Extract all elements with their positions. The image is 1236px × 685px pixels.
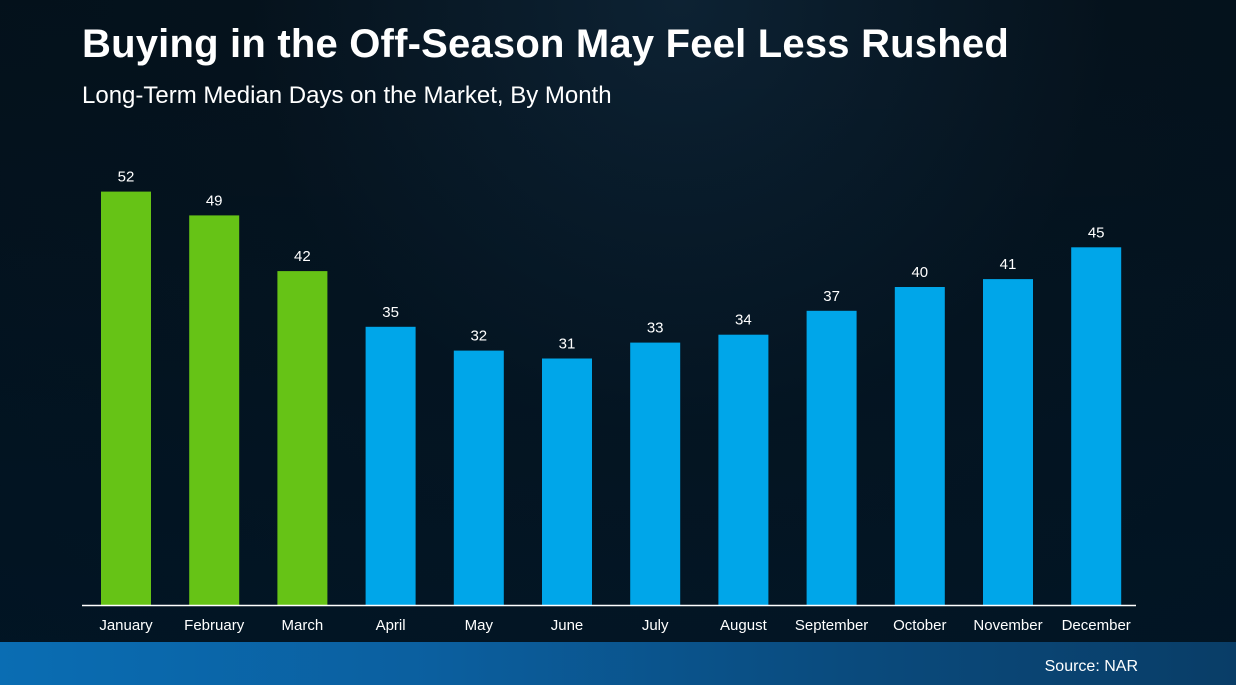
bar-november: [983, 279, 1033, 605]
bar-august: [718, 334, 769, 605]
bar-february: [189, 215, 240, 605]
value-label-december: 45: [1088, 224, 1105, 241]
footer-bar: Source: NAR: [0, 642, 1236, 685]
value-label-march: 42: [294, 248, 311, 265]
category-label-august: August: [720, 617, 768, 634]
value-label-may: 32: [470, 328, 487, 345]
bar-january: [101, 191, 151, 605]
category-label-july: July: [642, 617, 669, 634]
category-label-june: June: [551, 617, 584, 634]
category-label-october: October: [893, 617, 946, 634]
category-label-may: May: [465, 617, 494, 634]
bar-april: [365, 326, 416, 606]
category-labels-layer: January February March April May June July Augu…: [99, 617, 1130, 634]
bar-october: [894, 287, 945, 605]
category-label-april: April: [376, 617, 406, 634]
value-label-june: 31: [559, 336, 576, 353]
value-label-october: 40: [911, 264, 928, 281]
value-label-september: 37: [823, 288, 840, 305]
chart-title: Buying in the Off-Season May Feel Less R…: [82, 22, 1009, 66]
value-label-august: 34: [735, 312, 752, 329]
value-label-july: 33: [647, 320, 664, 337]
bars-layer: [101, 191, 1122, 606]
category-label-september: September: [795, 617, 868, 634]
source-note: Source: NAR: [1044, 658, 1138, 675]
value-label-february: 49: [206, 192, 223, 209]
bar-december: [1071, 247, 1122, 606]
bar-march: [277, 271, 328, 605]
bar-june: [542, 358, 592, 605]
category-label-december: December: [1062, 617, 1131, 634]
value-label-january: 52: [118, 169, 135, 186]
bar-may: [453, 350, 504, 605]
bar-july: [630, 342, 681, 605]
category-label-november: November: [973, 617, 1042, 634]
value-label-april: 35: [382, 304, 399, 321]
bar-september: [806, 310, 857, 605]
chart-subtitle: Long-Term Median Days on the Market, By …: [82, 82, 612, 109]
value-labels-layer: 52 49 42 35 32 31 33 34 37 40 41 45: [118, 169, 1105, 353]
category-label-march: March: [282, 617, 324, 634]
category-label-january: January: [99, 617, 153, 634]
value-label-november: 41: [1000, 256, 1017, 273]
category-label-february: February: [184, 617, 245, 634]
